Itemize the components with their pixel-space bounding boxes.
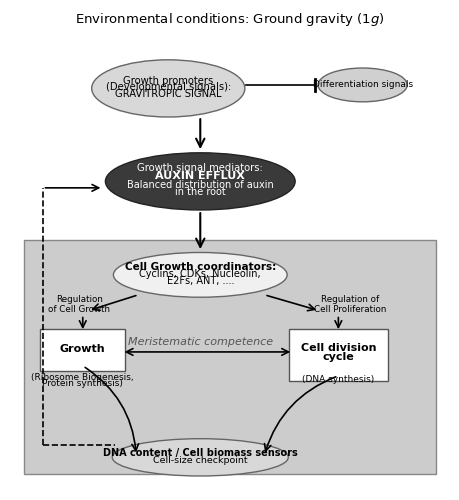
Text: AUXIN EFFLUX: AUXIN EFFLUX <box>155 172 245 181</box>
FancyBboxPatch shape <box>289 328 387 381</box>
Text: (Developmental signals):: (Developmental signals): <box>106 82 230 92</box>
Ellipse shape <box>105 153 295 210</box>
Text: Growth: Growth <box>60 344 106 354</box>
Text: E2Fs, ANT, ....: E2Fs, ANT, .... <box>166 276 234 286</box>
Text: Environmental conditions: Ground gravity (1$g$): Environmental conditions: Ground gravity… <box>75 12 384 28</box>
Text: cycle: cycle <box>322 352 353 362</box>
FancyBboxPatch shape <box>24 240 435 474</box>
Text: (DNA synthesis): (DNA synthesis) <box>302 375 374 384</box>
Text: Regulation of
Cell Proliferation: Regulation of Cell Proliferation <box>313 295 385 314</box>
Text: Growth signal mediators:: Growth signal mediators: <box>137 164 263 173</box>
Text: GRAVITROPIC SIGNAL: GRAVITROPIC SIGNAL <box>115 89 221 99</box>
Text: (Ribosome Biogenesis,: (Ribosome Biogenesis, <box>31 373 134 382</box>
FancyBboxPatch shape <box>40 328 124 371</box>
Text: Cell-size checkpoint: Cell-size checkpoint <box>153 456 247 465</box>
Text: DNA content / Cell biomass sensors: DNA content / Cell biomass sensors <box>103 448 297 458</box>
Ellipse shape <box>317 68 406 102</box>
Text: Cell division: Cell division <box>300 344 375 353</box>
Ellipse shape <box>91 60 244 117</box>
Text: Regulation
of Cell Growth: Regulation of Cell Growth <box>48 295 110 314</box>
Ellipse shape <box>113 252 286 297</box>
Text: Growth promoters: Growth promoters <box>123 76 213 86</box>
Text: Protein synthesis): Protein synthesis) <box>42 380 123 388</box>
Text: Cyclins, CDKs, Nucleolin,: Cyclins, CDKs, Nucleolin, <box>139 269 261 279</box>
Text: Meristematic competence: Meristematic competence <box>128 337 272 347</box>
Text: Differentiation signals: Differentiation signals <box>312 80 412 90</box>
Text: Cell Growth coordinators:: Cell Growth coordinators: <box>124 262 275 272</box>
Text: in the root: in the root <box>174 187 225 197</box>
Ellipse shape <box>112 438 288 476</box>
Text: Balanced distribution of auxin: Balanced distribution of auxin <box>127 180 273 190</box>
